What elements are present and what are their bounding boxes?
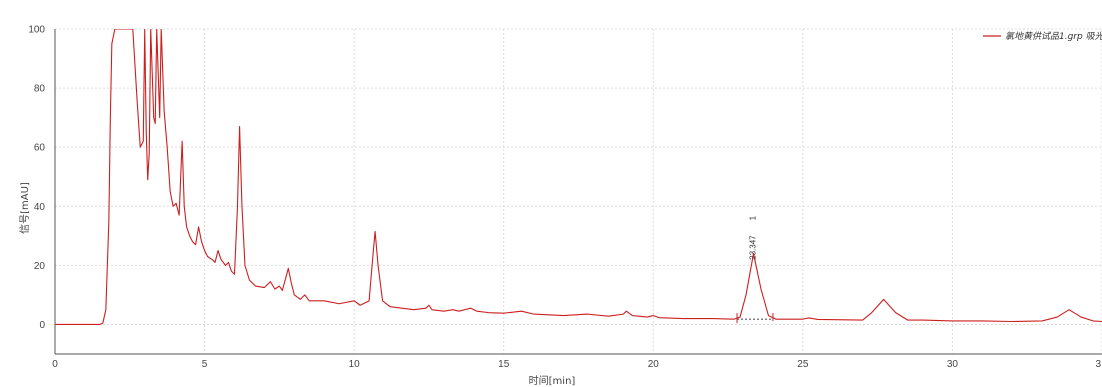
y-tick-label: 40 [34, 202, 46, 213]
y-tick-label: 100 [28, 25, 45, 36]
series-line [55, 29, 1102, 325]
peak-annotation: 1 [748, 215, 757, 220]
x-tick-label: 25 [797, 359, 809, 370]
series-layer [55, 29, 1102, 325]
y-tick-label: 80 [34, 84, 46, 95]
axes [54, 29, 1102, 355]
x-tick-label: 20 [648, 359, 660, 370]
peak-annotation: 23.347 [748, 235, 757, 260]
tick-labels: 0 20 40 60 80 100 0 5 10 15 20 25 30 3 [28, 25, 1101, 371]
grid-lines [55, 28, 1102, 354]
y-tick-label: 60 [34, 143, 46, 154]
x-tick-label: 10 [349, 359, 361, 370]
y-tick-label: 0 [39, 320, 45, 331]
x-tick-label: 0 [52, 359, 58, 370]
legend-label: 氯地黄供试品1.grp 吸光度 [1005, 31, 1102, 42]
legend: 氯地黄供试品1.grp 吸光度 [983, 31, 1102, 42]
y-tick-label: 20 [34, 261, 46, 272]
x-tick-label: 3 [1095, 359, 1101, 370]
x-tick-label: 15 [498, 359, 510, 370]
peak-annotations: 23.347 1 [736, 215, 774, 324]
x-tick-label: 5 [202, 359, 208, 370]
x-tick-label: 30 [947, 359, 959, 370]
y-axis-label: 信号[mAU] [19, 182, 31, 234]
x-axis-label: 时间[min] [529, 374, 576, 387]
